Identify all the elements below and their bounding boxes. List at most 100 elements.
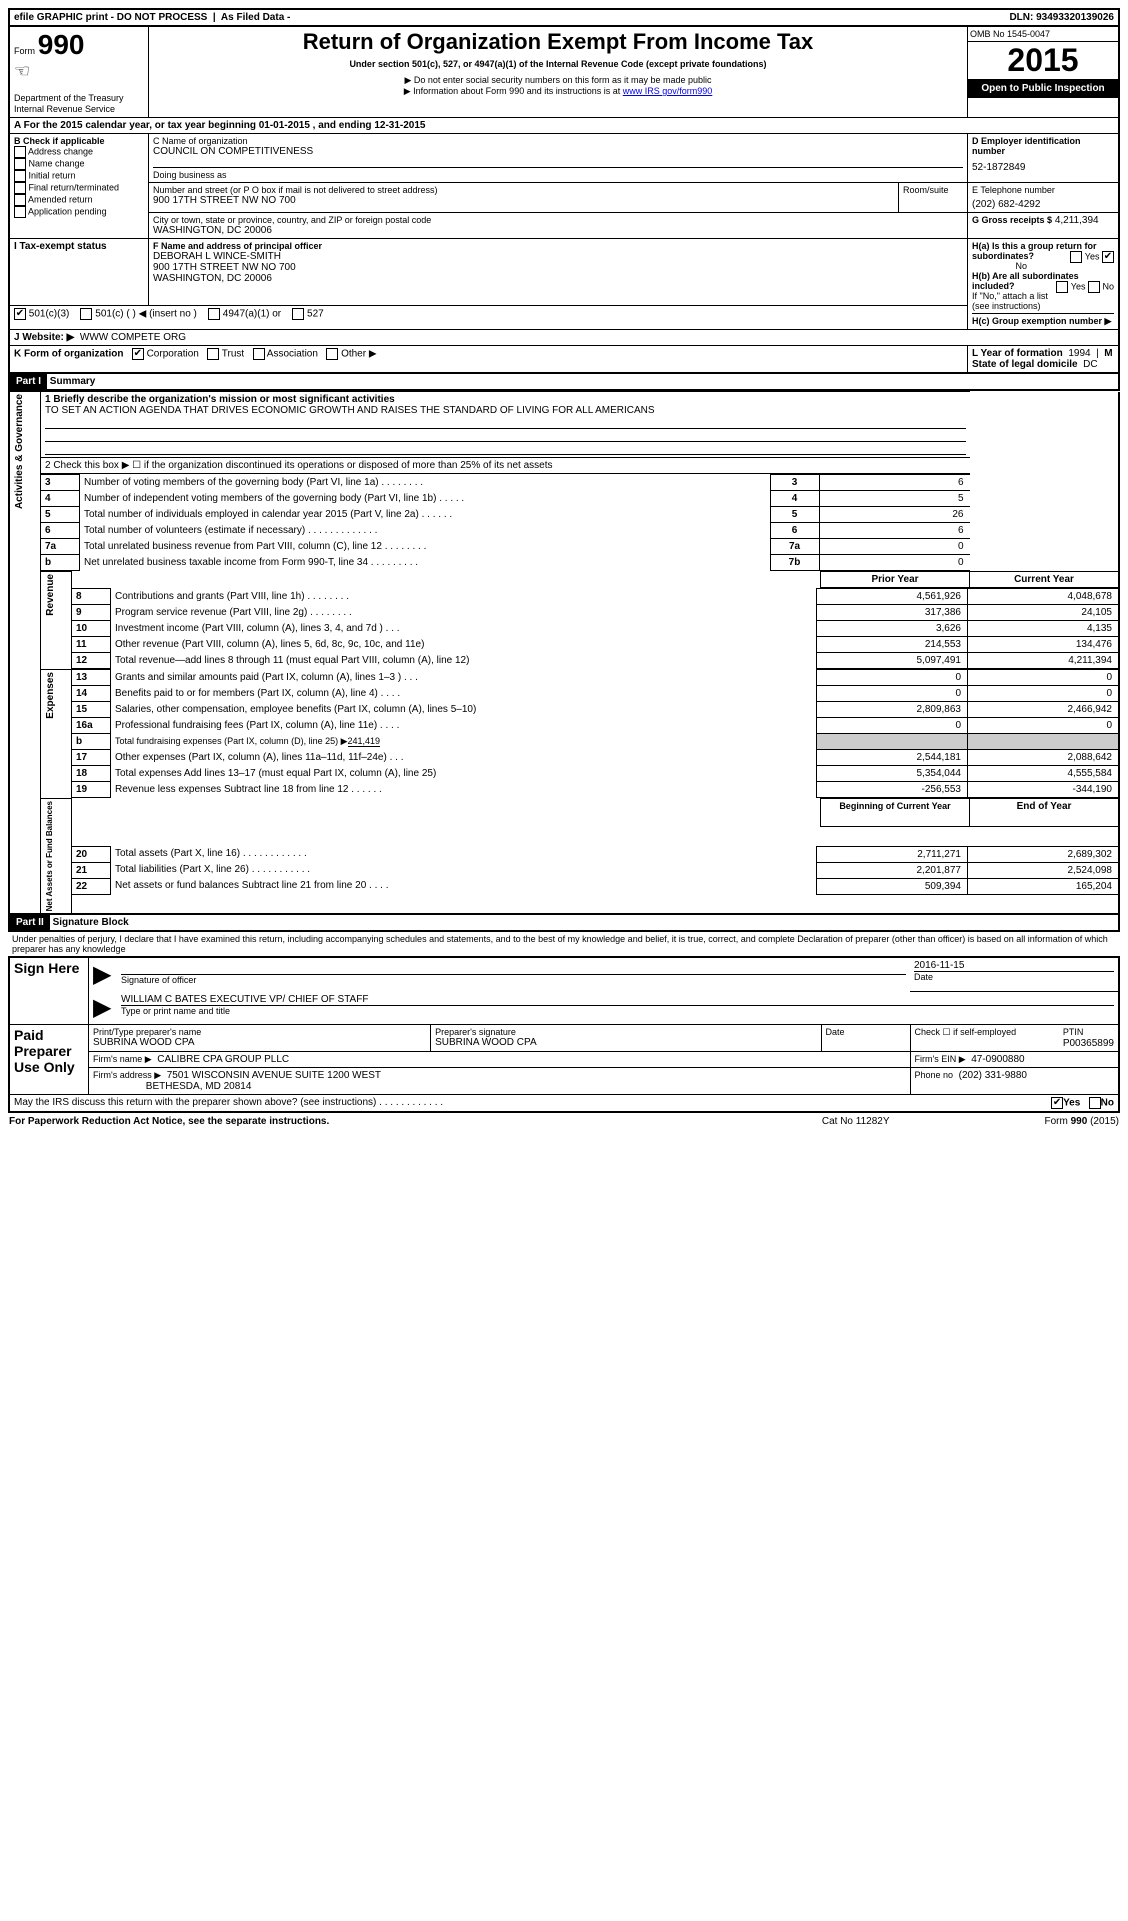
phone-label: Phone no [915, 1070, 954, 1080]
m-value: DC [1083, 359, 1097, 370]
note2-wrap: ▶ Information about Form 990 and its ins… [153, 86, 963, 97]
section-lm: L Year of formation 1994 | M State of le… [968, 346, 1120, 374]
sig-date-label: Date [914, 972, 933, 982]
street: 900 17TH STREET NW NO 700 [153, 195, 894, 206]
col-current: Current Year [970, 572, 1120, 588]
year-box: OMB No 1545-0047 2015 Open to Public Ins… [968, 26, 1120, 118]
perjury: Under penalties of perjury, I declare th… [8, 932, 1120, 956]
top-bar: efile GRAPHIC print - DO NOT PROCESS | A… [9, 9, 1119, 26]
section-b: B Check if applicable Address change Nam… [9, 134, 149, 239]
check-self[interactable]: Check ☐ if self-employed [915, 1027, 1017, 1037]
part2-badge: Part II [10, 915, 50, 930]
chk-amended[interactable]: Amended return [14, 194, 144, 206]
chk-address[interactable]: Address change [14, 146, 144, 158]
firm-name-label: Firm's name ▶ [93, 1054, 152, 1064]
prep-name-label: Print/Type preparer's name [93, 1027, 426, 1037]
yes[interactable]: Yes [1063, 1098, 1080, 1109]
hb-note: If "No," attach a list (see instructions… [972, 291, 1114, 311]
efile-notice: efile GRAPHIC print - DO NOT PROCESS [14, 12, 207, 23]
dln-label: DLN: [1009, 12, 1033, 23]
dba-label: Doing business as [153, 167, 963, 180]
ptin-label: PTIN [1063, 1027, 1084, 1037]
form-id-box: Form 990 ☜ Department of the Treasury In… [9, 26, 149, 118]
gross-receipts: 4,211,394 [1055, 215, 1099, 226]
q1-text: TO SET AN ACTION AGENDA THAT DRIVES ECON… [45, 405, 655, 416]
l-label: L Year of formation [972, 348, 1063, 359]
part1-table: Activities & Governance 1 Briefly descri… [8, 391, 1120, 915]
chk-pending[interactable]: Application pending [14, 206, 144, 218]
irs-link[interactable]: www IRS gov/form990 [623, 86, 713, 96]
ein: 52-1872849 [972, 162, 1114, 173]
officer-typed: WILLIAM C BATES EXECUTIVE VP/ CHIEF OF S… [121, 994, 1114, 1006]
side-na: Net Assets or Fund Balances [45, 801, 54, 911]
section-d: D Employer identification number 52-1872… [968, 134, 1120, 183]
firm-addr1: 7501 WISCONSIN AVENUE SUITE 1200 WEST [167, 1070, 381, 1081]
website: WWW COMPETE ORG [80, 332, 186, 343]
room-label: Room/suite [903, 185, 963, 195]
section-b-label: B Check if applicable [14, 136, 144, 146]
l-value: 1994 [1068, 348, 1090, 359]
k-label: K Form of organization [14, 349, 123, 360]
officer-addr1: 900 17TH STREET NW NO 700 [153, 262, 963, 273]
as-filed: As Filed Data - [221, 12, 290, 23]
section-i-opts: ✔ 501(c)(3) 501(c) ( ) ◀ (insert no ) 49… [9, 306, 968, 330]
side-rev: Revenue [45, 574, 56, 616]
side-exp: Expenses [45, 672, 56, 719]
discuss-text: May the IRS discuss this return with the… [14, 1097, 443, 1108]
g-label: G Gross receipts $ [972, 215, 1052, 225]
footer-year: (2015) [1090, 1116, 1119, 1127]
footer-formno: 990 [1071, 1116, 1088, 1127]
form-label: Form [14, 46, 35, 56]
discuss-row: May the IRS discuss this return with the… [9, 1095, 1119, 1113]
part2-header: Part II Signature Block [8, 915, 1120, 932]
q1-label: 1 Briefly describe the organization's mi… [45, 394, 395, 405]
c-name-label: C Name of organization [153, 136, 963, 146]
firm-name: CALIBRE CPA GROUP PLLC [157, 1054, 289, 1065]
section-f: F Name and address of principal officer … [149, 239, 968, 306]
col-beg: Beginning of Current Year [821, 799, 970, 827]
side-ag: Activities & Governance [14, 394, 25, 509]
f-label: F Name and address of principal officer [153, 241, 963, 251]
title-box: Return of Organization Exempt From Incom… [149, 26, 968, 118]
section-i: I Tax-exempt status [9, 239, 149, 306]
chk-name[interactable]: Name change [14, 158, 144, 170]
section-h: H(a) Is this a group return for subordin… [968, 239, 1120, 330]
form-number: 990 [38, 29, 85, 60]
footer: For Paperwork Reduction Act Notice, see … [8, 1115, 1120, 1128]
form-subtitle: Under section 501(c), 527, or 4947(a)(1)… [153, 59, 963, 69]
prep-name: SUBRINA WOOD CPA [93, 1037, 426, 1048]
no[interactable]: No [1101, 1098, 1114, 1109]
dept-label: Department of the Treasury [14, 93, 124, 103]
city-label: City or town, state or province, country… [153, 215, 963, 225]
note2: ▶ Information about Form 990 and its ins… [404, 86, 623, 96]
part1-badge: Part I [10, 374, 47, 389]
firm-ein: 47-0900880 [971, 1054, 1024, 1065]
officer-addr2: WASHINGTON, DC 20006 [153, 273, 963, 284]
firm-addr-label: Firm's address ▶ [93, 1070, 161, 1080]
signature-block: Sign Here ▶ Signature of officer 2016-11… [8, 956, 1120, 1113]
chk-final[interactable]: Final return/terminated [14, 182, 144, 194]
col-prior: Prior Year [821, 572, 970, 588]
j-label: J Website: ▶ [14, 332, 74, 343]
open-inspection: Open to Public Inspection [968, 79, 1118, 98]
firm-phone: (202) 331-9880 [959, 1070, 1027, 1081]
paid-preparer: Paid Preparer Use Only [14, 1027, 75, 1075]
form-990: efile GRAPHIC print - DO NOT PROCESS | A… [8, 8, 1120, 374]
firm-addr2: BETHESDA, MD 20814 [146, 1081, 252, 1092]
section-c-city: City or town, state or province, country… [149, 213, 968, 239]
hc-label: H(c) Group exemption number ▶ [972, 316, 1111, 326]
phone: (202) 682-4292 [972, 199, 1114, 210]
sign-here: Sign Here [14, 960, 79, 976]
section-c-name: C Name of organization COUNCIL ON COMPET… [149, 134, 968, 183]
part1-header: Part I Summary [8, 374, 1120, 391]
firm-ein-label: Firm's EIN ▶ [915, 1054, 966, 1064]
part1-title: Summary [50, 376, 96, 387]
col-end: End of Year [970, 799, 1120, 827]
section-c-street: Number and street (or P O box if mail is… [149, 183, 899, 213]
prep-sig-label: Preparer's signature [435, 1027, 816, 1037]
prep-sig: SUBRINA WOOD CPA [435, 1037, 816, 1048]
section-e: E Telephone number (202) 682-4292 [968, 183, 1120, 213]
org-name: COUNCIL ON COMPETITIVENESS [153, 146, 963, 157]
chk-initial[interactable]: Initial return [14, 170, 144, 182]
prep-date-label: Date [826, 1027, 906, 1037]
